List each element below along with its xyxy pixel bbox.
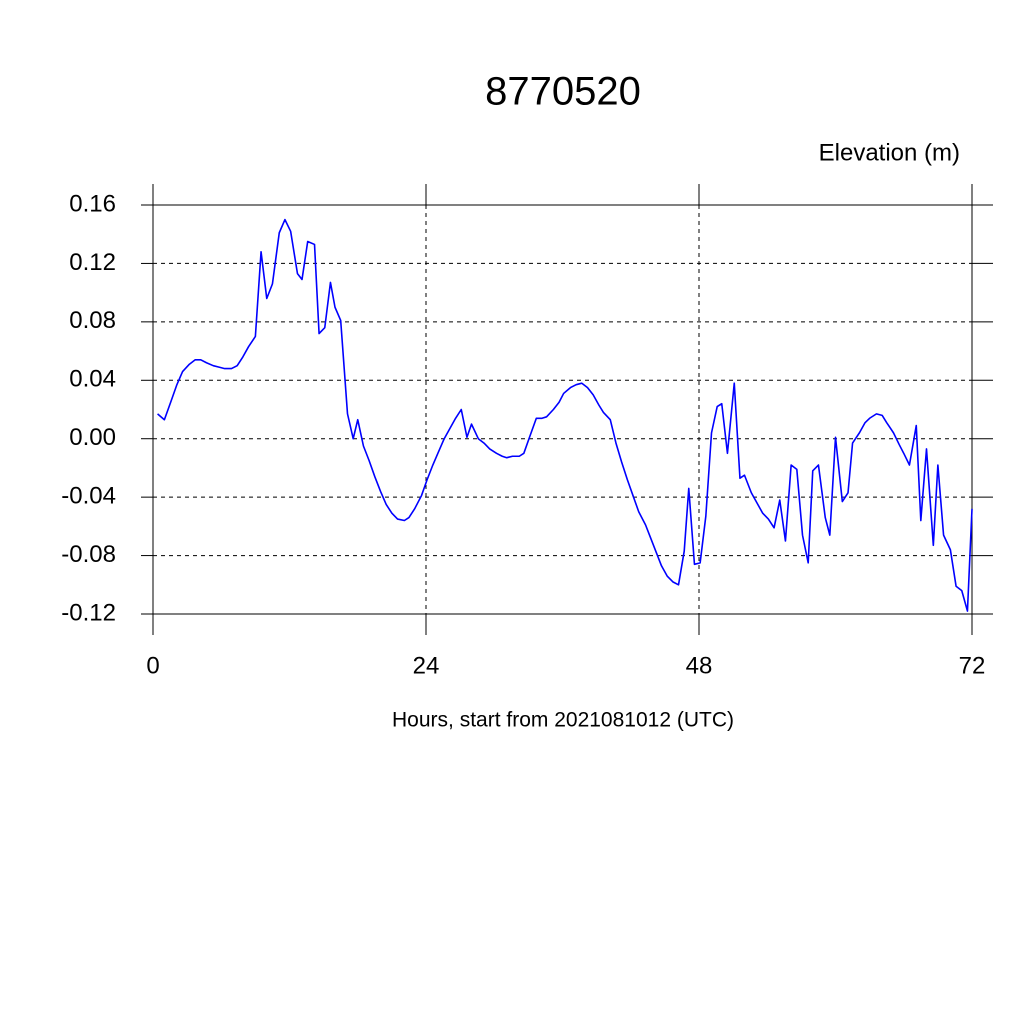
chart-title: 8770520 [485,70,641,114]
y-tick-label: 0.12 [69,249,116,276]
x-tick-label: 48 [686,652,713,679]
y-tick-label: -0.12 [61,599,116,626]
x-tick-label: 72 [959,652,986,679]
y-tick-label: 0.00 [69,424,116,451]
y-tick-label: -0.08 [61,541,116,568]
y-tick-label: 0.08 [69,307,116,334]
plot-frame [152,204,973,615]
data-line [157,218,973,612]
y-tick-label: 0.04 [69,366,116,393]
x-tick-label: 0 [146,652,159,679]
x-tick-label: 24 [413,652,440,679]
y-tick-label: -0.04 [61,482,116,509]
chart-subtitle: Elevation (m) [819,139,960,166]
x-axis-label: Hours, start from 2021081012 (UTC) [392,709,734,732]
y-tick-label: 0.16 [69,190,116,217]
